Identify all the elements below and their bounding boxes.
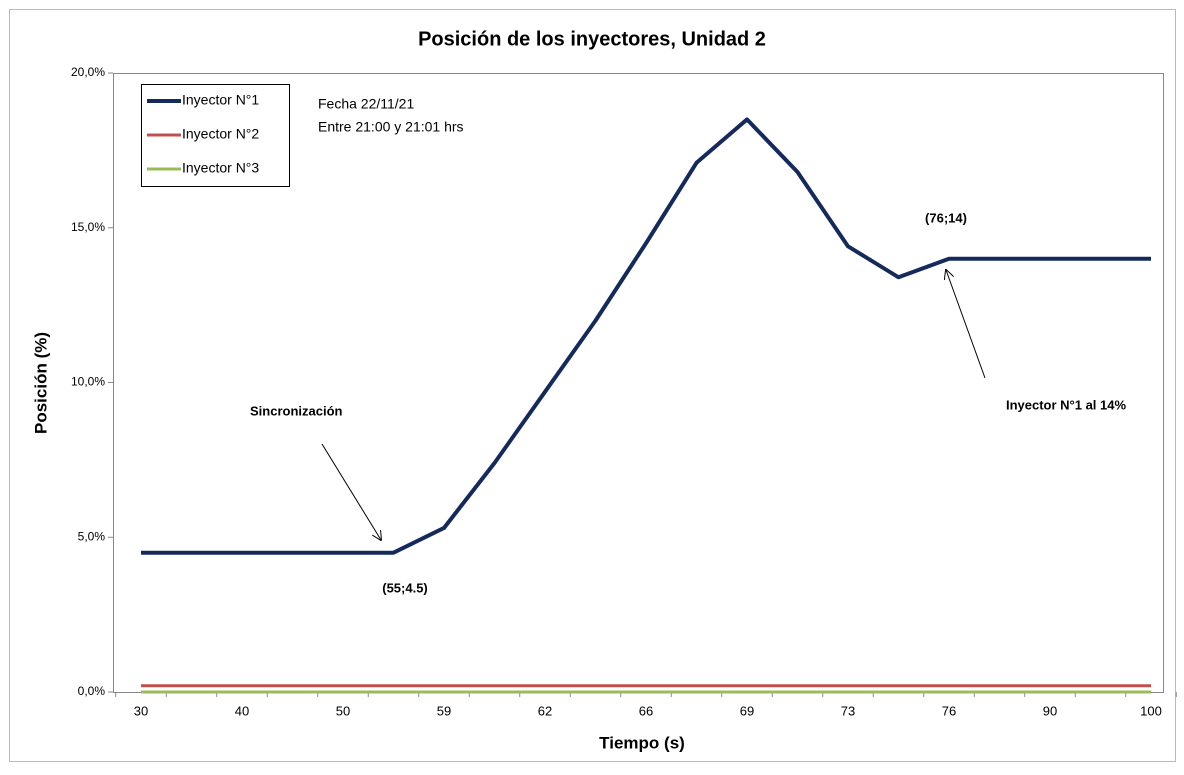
y-tick-label: 5,0%: [78, 529, 106, 543]
annotation-arrow: [321, 443, 381, 540]
y-tick-label: 0,0%: [78, 684, 106, 698]
annotation: (55;4.5): [382, 580, 428, 595]
note: Entre 21:00 y 21:01 hrs: [318, 119, 464, 135]
x-axis-label: Tiempo (s): [599, 733, 685, 752]
x-tick-label: 59: [437, 703, 451, 718]
x-tick-label: 66: [639, 703, 653, 718]
chart-title: Posición de los inyectores, Unidad 2: [418, 28, 766, 50]
x-tick-label: 76: [942, 703, 956, 718]
x-tick-label: 73: [841, 703, 855, 718]
y-tick-label: 20,0%: [71, 65, 105, 79]
annotation: Sincronización: [250, 403, 343, 418]
legend-label: Inyector N°3: [182, 160, 259, 176]
x-tick-label: 100: [1140, 703, 1162, 718]
annotation: (76;14): [925, 210, 967, 225]
x-tick-label: 90: [1043, 703, 1057, 718]
note: Fecha 22/11/21: [318, 96, 414, 112]
x-tick-label: 50: [336, 703, 350, 718]
x-tick-label: 69: [740, 703, 754, 718]
annotation: Inyector N°1 al 14%: [1006, 397, 1127, 412]
legend-label: Inyector N°2: [182, 126, 259, 142]
x-tick-label: 30: [134, 703, 148, 718]
y-axis-label: Posición (%): [31, 332, 50, 434]
x-tick-label: 62: [538, 703, 552, 718]
legend-label: Inyector N°1: [182, 92, 259, 108]
y-tick-label: 15,0%: [71, 220, 105, 234]
y-tick-label: 10,0%: [71, 375, 105, 389]
x-tick-label: 40: [235, 703, 249, 718]
annotation-arrow: [946, 270, 986, 379]
series-line: [141, 117, 1151, 555]
